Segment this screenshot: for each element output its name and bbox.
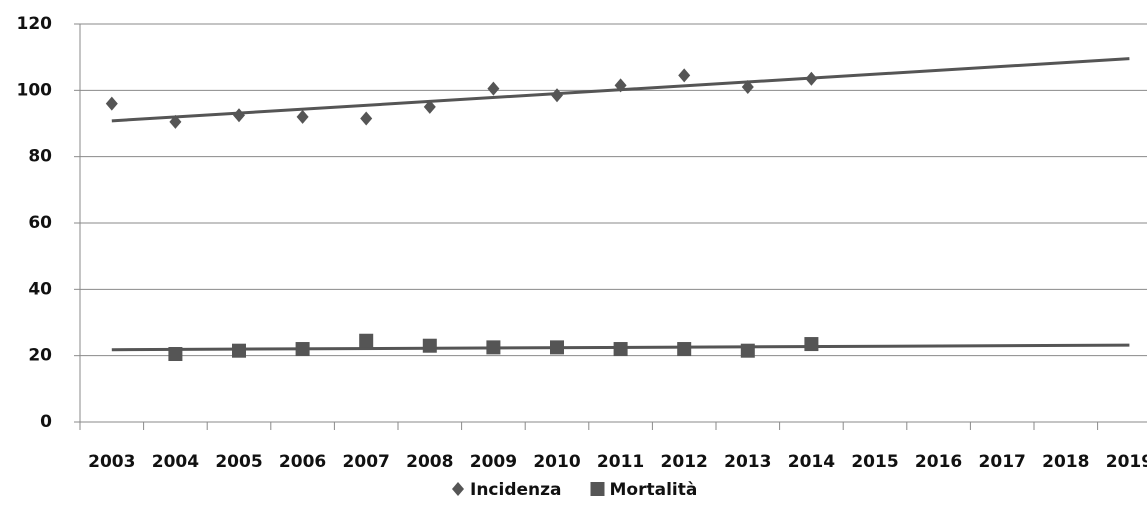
marker-diamond bbox=[360, 111, 373, 126]
marker-square bbox=[804, 337, 819, 352]
marker-square bbox=[486, 340, 501, 355]
marker-diamond bbox=[169, 114, 182, 129]
y-tick-label: 100 bbox=[17, 80, 53, 100]
x-tick-label: 2012 bbox=[661, 452, 708, 472]
marker-diamond bbox=[551, 88, 563, 103]
legend-marker bbox=[590, 482, 605, 496]
marker-square bbox=[550, 340, 564, 355]
x-tick-label: 2009 bbox=[470, 452, 517, 472]
marker-diamond bbox=[678, 68, 691, 83]
x-tick-label: 2013 bbox=[724, 452, 771, 472]
marker-square bbox=[613, 342, 628, 357]
marker-diamond bbox=[487, 81, 500, 96]
y-tick-label: 40 bbox=[28, 279, 52, 299]
y-tick-label: 20 bbox=[28, 346, 52, 366]
marker-square bbox=[295, 342, 310, 357]
marker-square bbox=[232, 343, 246, 358]
marker-diamond bbox=[423, 99, 436, 114]
x-tick-label: 2007 bbox=[343, 452, 390, 472]
marker-diamond bbox=[741, 80, 754, 95]
legend-label: Incidenza bbox=[470, 480, 562, 500]
marker-diamond bbox=[105, 96, 118, 111]
x-tick-label: 2018 bbox=[1042, 452, 1089, 472]
x-tick-label: 2004 bbox=[152, 452, 199, 472]
x-tick-label: 2006 bbox=[279, 452, 326, 472]
marker-square bbox=[168, 347, 183, 362]
x-tick-label: 2003 bbox=[88, 452, 135, 472]
x-tick-label: 2015 bbox=[851, 452, 898, 472]
marker-square bbox=[422, 338, 437, 353]
marker-diamond bbox=[233, 108, 245, 123]
marker-diamond bbox=[805, 71, 818, 86]
x-tick-label: 2019 bbox=[1106, 452, 1147, 472]
x-tick-label: 2011 bbox=[597, 452, 644, 472]
marker-square bbox=[740, 343, 755, 358]
x-tick-label: 2010 bbox=[533, 452, 580, 472]
x-tick-label: 2016 bbox=[915, 452, 962, 472]
marker-square bbox=[359, 333, 374, 348]
x-tick-label: 2017 bbox=[979, 452, 1026, 472]
marker-diamond bbox=[614, 78, 627, 93]
x-tick-label: 2008 bbox=[406, 452, 453, 472]
x-tick-label: 2005 bbox=[215, 452, 262, 472]
x-tick-label: 2014 bbox=[788, 452, 835, 472]
marker-square bbox=[677, 342, 692, 357]
legend-marker bbox=[452, 482, 464, 496]
y-tick-label: 120 bbox=[17, 14, 53, 34]
marker-diamond bbox=[296, 109, 309, 124]
y-tick-label: 60 bbox=[28, 213, 52, 233]
y-tick-label: 0 bbox=[40, 412, 52, 432]
legend-label: Mortalità bbox=[610, 480, 698, 500]
y-tick-label: 80 bbox=[28, 147, 52, 167]
